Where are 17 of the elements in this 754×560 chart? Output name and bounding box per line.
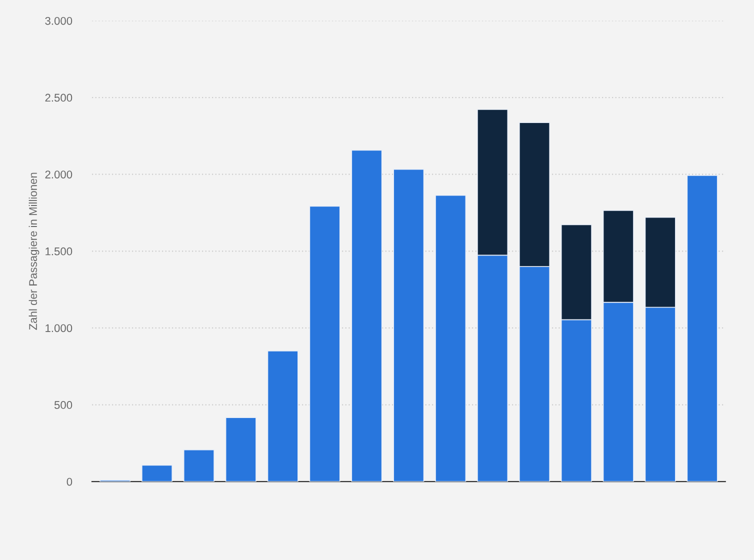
bar [351, 150, 382, 482]
bar [435, 194, 466, 482]
bar [141, 464, 173, 482]
y-tick-label: 1.000 [46, 324, 72, 332]
y-tick-label: 2.500 [45, 94, 72, 102]
y-tick-label: 1.500 [46, 247, 72, 256]
bar [183, 449, 214, 482]
bar [393, 168, 424, 482]
bar [267, 350, 298, 482]
y-tick-label: 3.000 [45, 16, 72, 25]
bar [309, 206, 340, 482]
bar [225, 417, 256, 482]
bar [686, 175, 718, 482]
y-axis-title: Zahl der Passagiere in Millionen [28, 172, 40, 330]
y-tick-label: 0 [66, 478, 72, 486]
y-tick-label: 2.000 [45, 170, 72, 178]
y-tick-label: 500 [54, 401, 72, 409]
